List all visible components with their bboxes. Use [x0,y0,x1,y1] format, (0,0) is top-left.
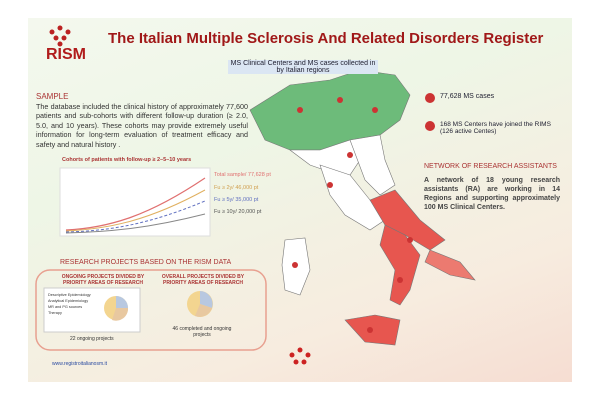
research-heading: RESEARCH PROJECTS BASED ON THE RISM DATA [60,259,232,266]
box-title: ONGOING PROJECTS DIVIDED BY PRIORITY ARE… [61,274,145,286]
stat-icons [425,93,435,131]
url: www.registroitalianosm.it [52,361,108,367]
legend-item: Descriptive Epidemiology [48,293,91,297]
legend-item: Therapy [48,311,62,315]
research-box [35,269,267,351]
logo: RISM [46,46,86,63]
pie-legend: Descriptive Epidemiology Analytical Epid… [48,292,91,316]
box-title: OVERALL PROJECTS DIVIDED BY PRIORITY ARE… [161,274,245,286]
chart-label: Fu ≥ 5y/ 35,000 pt [214,197,259,203]
chart-label: Fu ≥ 10y/ 20,000 pt [214,209,262,215]
network-heading: NETWORK OF RESEARCH ASSISTANTS [424,163,557,170]
cases-stat: 77,628 MS cases [440,93,495,100]
map-caption: MS Clinical Centers and MS cases collect… [228,60,378,74]
sample-text: The database included the clinical histo… [36,102,248,149]
chart-title: Cohorts of patients with follow-up ≥ 2–5… [62,157,192,163]
legend-item: Analytical Epidemiology [48,299,89,303]
italy-map [249,69,476,346]
title: The Italian Multiple Sclerosis And Relat… [108,30,544,47]
network-text: A network of 18 young research assistant… [424,177,560,211]
chart-label: Total sample/ 77,628 pt [214,172,271,178]
pie-1 [104,296,129,321]
cohort-chart [59,167,211,237]
map-pins [292,97,413,333]
pie-2 [187,291,213,317]
logo-icon [49,25,71,47]
box-caption: 46 completed and ongoing projects [172,326,232,338]
footer-icon [289,347,311,365]
legend-item: MR and PG sources [48,305,83,309]
chart-label: Fu ≥ 2y/ 46,000 pt [214,185,259,191]
box-caption: 22 ongoing projects [70,336,114,342]
centers-stat: 168 MS Centers have joined the RIMS (126… [440,121,551,135]
sample-heading: SAMPLE [36,92,69,101]
